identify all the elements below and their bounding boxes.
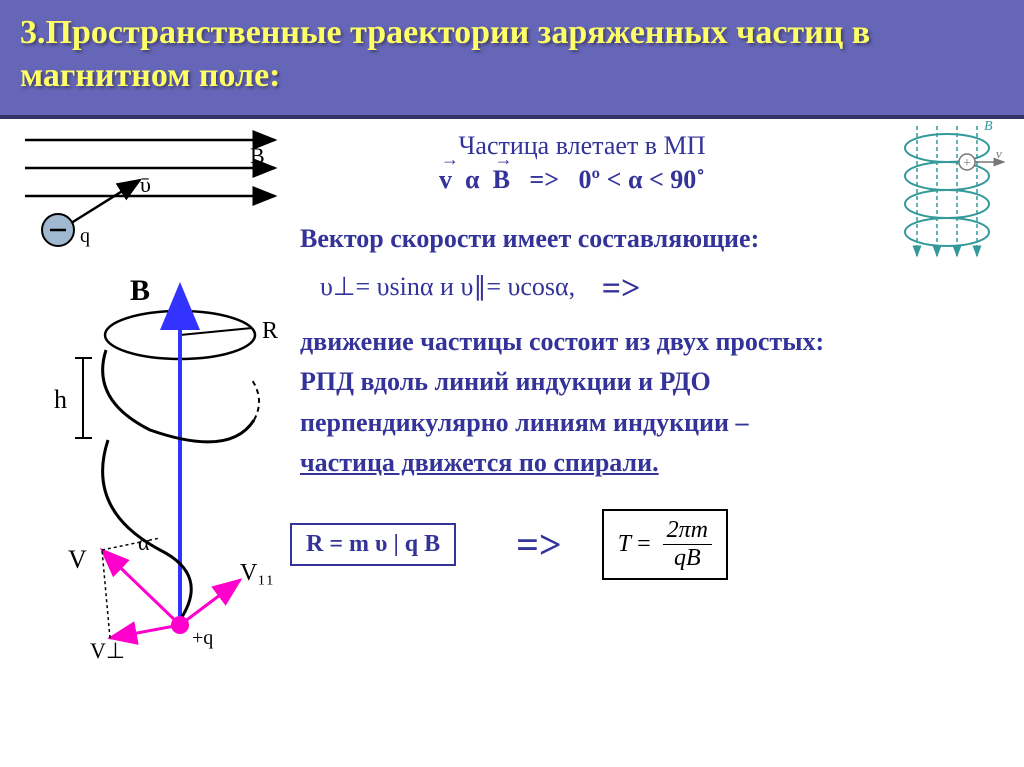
motion-description: движение частицы состоит из двух простых… [300, 322, 1004, 483]
v-perp-label: V⊥ [90, 638, 125, 660]
period-eq: = [637, 531, 651, 558]
v-parallel-label: V₁₁ [240, 560, 274, 586]
period-fraction: 2πm qB [663, 517, 712, 572]
slide-title: 3.Пространственные траектории заряженных… [20, 12, 1004, 97]
b-vector: B [493, 165, 510, 195]
v-small-label: v⃗ [996, 146, 1012, 161]
helix-diagram: R B h +q V α V₁₁ V⊥ [30, 280, 290, 660]
implies-arrow: => [516, 521, 562, 568]
formula-row: R = m υ | q B => T = 2πm qB [290, 509, 1004, 580]
v-total-label: V [68, 545, 87, 574]
field-lines-diagram: B̄ ῡ q [10, 130, 290, 250]
angle-range: 0º < α < 90˚ [579, 165, 705, 194]
motion-line-2a: РПД вдоль линий индукции и РДО [300, 367, 711, 396]
v-par-formula: υ∥= υcosα, [460, 272, 575, 301]
r-label: R [262, 318, 278, 344]
b-small-label: B⃗ [984, 119, 1003, 134]
and-word: и [440, 272, 454, 301]
period-formula-box: T = 2πm qB [602, 509, 728, 580]
period-T: T [618, 531, 631, 558]
h-label: h [54, 385, 67, 414]
period-num: 2πm [663, 517, 712, 545]
velocity-components: υ⊥= υsinα и υ∥= υcosα, => [320, 270, 1004, 308]
q-label: q [80, 225, 90, 247]
period-den: qB [670, 545, 705, 572]
slide-header: 3.Пространственные траектории заряженных… [0, 0, 1024, 119]
plus-icon: + [963, 156, 971, 171]
b-axis-label: B [130, 280, 150, 307]
v-perp-formula: υ⊥= υsinα [320, 272, 434, 301]
plusq-label: +q [192, 627, 213, 649]
b-label: B̄ [250, 143, 265, 168]
implies-arrow: => [602, 270, 641, 308]
cylinder-diagram: B⃗ + v⃗ [892, 118, 1012, 268]
motion-line-3: частица движется по спирали. [300, 448, 659, 477]
implies-arrow: => [529, 165, 559, 194]
v-label: ῡ [140, 172, 151, 197]
radius-formula-box: R = m υ | q B [290, 523, 456, 566]
motion-line-1: движение частицы состоит из двух простых… [300, 327, 824, 356]
v-vector: v [439, 165, 452, 195]
motion-line-2b: перпендикулярно линиям индукции – [300, 408, 749, 437]
